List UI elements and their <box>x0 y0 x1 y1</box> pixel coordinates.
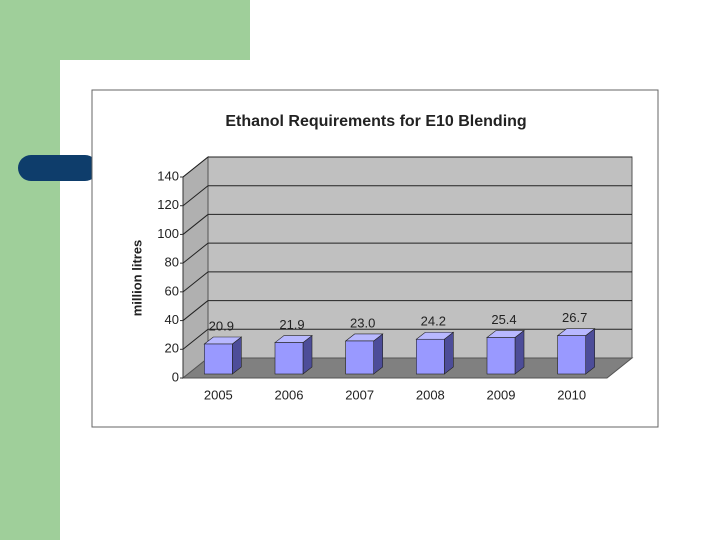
bar <box>486 337 516 375</box>
bar <box>204 343 233 375</box>
y-tick-label: 120 <box>157 197 179 212</box>
x-tick-label: 2005 <box>204 387 233 402</box>
value-label: 24.2 <box>421 314 446 329</box>
bar <box>557 335 586 375</box>
y-tick-label: 40 <box>165 312 179 327</box>
grid-line <box>182 300 209 321</box>
grid-line <box>182 242 209 264</box>
y-tick-label: 20 <box>165 341 179 356</box>
value-label: 21.9 <box>279 317 304 332</box>
x-tick-label: 2006 <box>275 387 304 402</box>
value-label: 26.7 <box>562 310 587 325</box>
y-axis-label: million litres <box>129 240 144 317</box>
value-label: 20.9 <box>209 318 234 333</box>
x-tick-label: 2009 <box>487 387 516 402</box>
x-tick-label: 2010 <box>557 387 586 402</box>
grid-line <box>182 271 209 293</box>
value-label: 25.4 <box>491 312 516 327</box>
x-tick-label: 2007 <box>345 387 374 402</box>
grid-line <box>182 185 209 207</box>
value-label: 23.0 <box>350 315 375 330</box>
grid-line <box>182 214 209 235</box>
grid-line <box>182 328 209 350</box>
y-tick-label: 60 <box>165 283 179 298</box>
bullet-bar <box>18 155 98 181</box>
bar <box>274 342 304 375</box>
grid-line <box>182 156 209 178</box>
bar-side <box>514 329 525 375</box>
x-tick-label: 2008 <box>416 387 445 402</box>
bar <box>345 340 374 375</box>
y-tick-label: 0 <box>172 369 179 384</box>
y-tick-label: 80 <box>165 255 179 270</box>
y-tick-label: 140 <box>157 168 179 183</box>
chart-title: Ethanol Requirements for E10 Blending <box>225 113 526 130</box>
side-band <box>0 0 60 540</box>
y-tick-label: 100 <box>157 226 179 241</box>
top-band <box>0 0 250 60</box>
bar <box>416 338 445 375</box>
bar-side <box>585 328 595 375</box>
